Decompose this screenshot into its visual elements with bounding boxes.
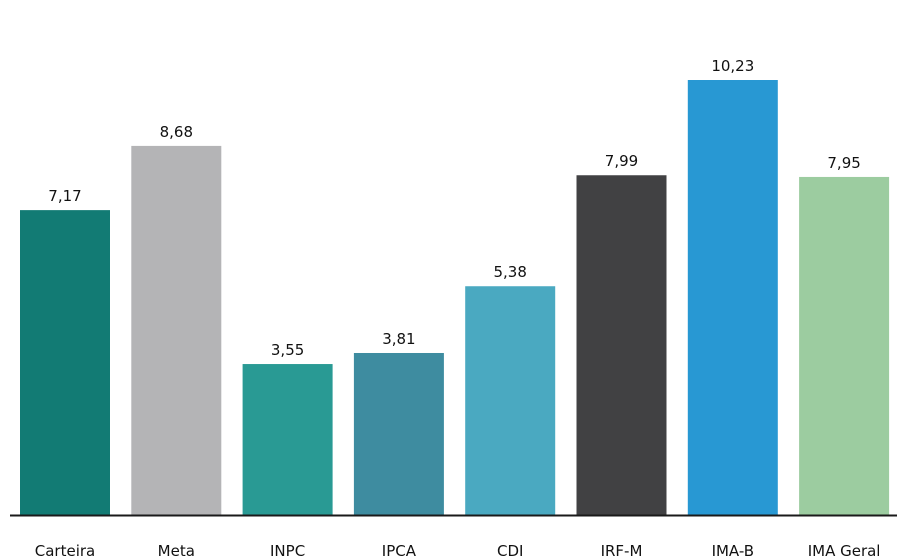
category-label: INPC xyxy=(270,542,305,560)
category-label: IMA Geral xyxy=(808,542,881,560)
category-label: Meta xyxy=(158,542,195,560)
value-label: 10,23 xyxy=(711,57,754,75)
bars-group xyxy=(20,80,890,516)
category-label: CDI xyxy=(497,542,523,560)
bar-ipca xyxy=(353,352,444,515)
value-label: 8,68 xyxy=(160,123,193,141)
bar-inpc xyxy=(242,364,333,515)
value-label: 3,81 xyxy=(382,330,415,348)
category-label: IMA-B xyxy=(712,542,754,560)
value-label: 7,99 xyxy=(605,152,638,170)
bar-ima-b xyxy=(687,80,778,515)
category-label: IRF-M xyxy=(601,542,643,560)
bar-carteira xyxy=(20,210,110,515)
value-label: 3,55 xyxy=(271,341,304,359)
value-label: 5,38 xyxy=(493,263,526,281)
bar-meta xyxy=(131,145,222,515)
bar-irf-m xyxy=(576,175,667,515)
category-labels-group: Carteira Meta INPC IPCA CDI IRF-M IMA-B IMA Ger… xyxy=(35,542,881,560)
category-label: IPCA xyxy=(382,542,417,560)
value-label: 7,17 xyxy=(48,187,81,205)
value-label: 7,95 xyxy=(827,154,860,172)
bar-ima-geral xyxy=(799,176,890,516)
bar-cdi xyxy=(465,286,556,515)
category-label: Carteira xyxy=(35,542,95,560)
value-labels-group: 7,17 8,68 3,55 3,81 5,38 7,99 10,23 7,95 xyxy=(48,57,861,359)
